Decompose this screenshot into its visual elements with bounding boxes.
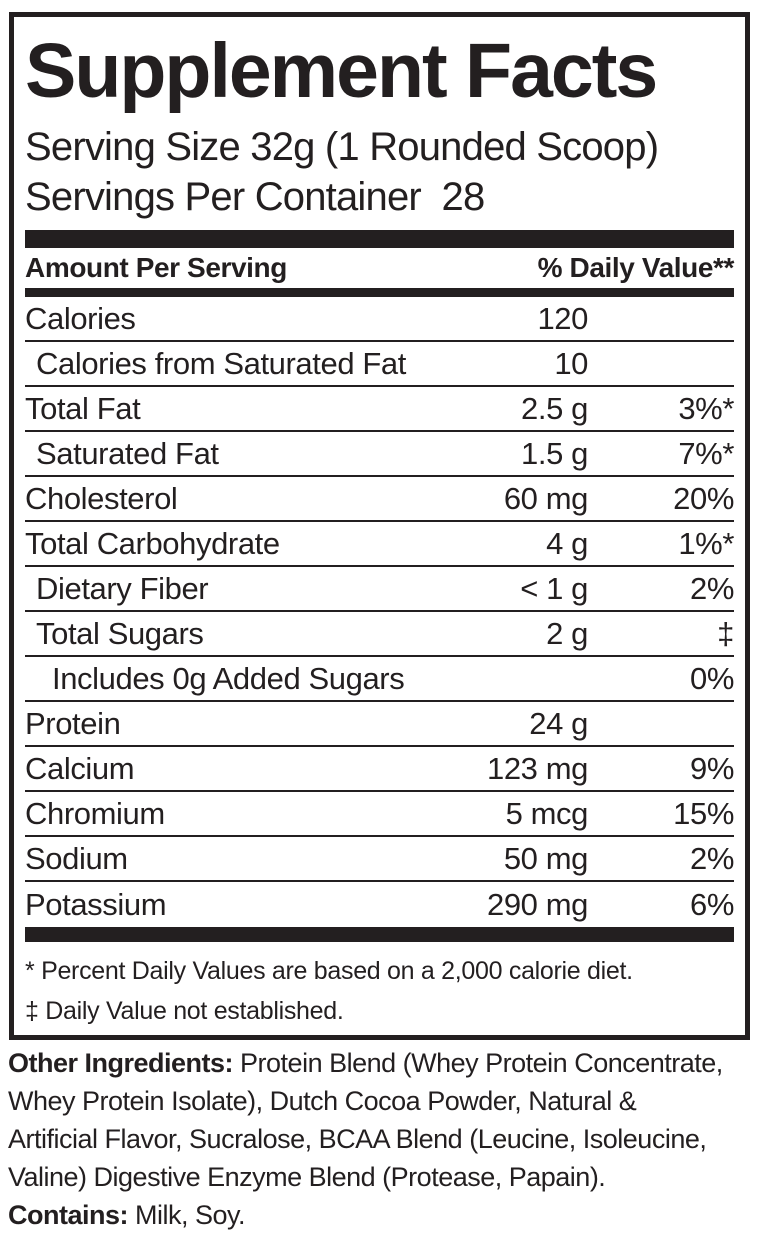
row-calories-from-saturated-fat: Calories from Saturated Fat 10 — [25, 342, 734, 388]
row-total-fat: Total Fat 2.5 g 3%* — [25, 387, 734, 433]
nutrient-name: Dietary Fiber — [36, 570, 209, 606]
nutrient-amount: 120 — [537, 300, 588, 336]
contains-text: Milk, Soy. — [128, 1200, 246, 1230]
nutrient-name: Calcium — [25, 750, 135, 786]
nutrient-daily-value: 2% — [689, 840, 734, 876]
nutrient-daily-value: ‡ — [717, 615, 734, 651]
nutrient-amount: 2.5 g — [521, 390, 588, 426]
row-total-carbohydrate: Total Carbohydrate 4 g 1%* — [25, 522, 734, 568]
contains-label: Contains: — [8, 1200, 129, 1230]
row-calcium: Calcium 123 mg 9% — [25, 747, 734, 793]
nutrient-amount: 24 g — [529, 705, 588, 741]
other-ingredients-line-4: Valine) Digestive Enzyme Blend (Protease… — [8, 1162, 606, 1192]
supplement-facts-panel: Supplement Facts Serving Size 32g (1 Rou… — [9, 12, 750, 1041]
nutrient-daily-value: 15% — [673, 795, 734, 831]
nutrient-name: Includes 0g Added Sugars — [52, 660, 405, 696]
nutrient-amount: 1.5 g — [521, 435, 588, 471]
other-ingredients-line-1: Other Ingredients: Protein Blend (Whey P… — [8, 1044, 762, 1082]
panel-title: Supplement Facts — [25, 28, 658, 114]
nutrient-name: Saturated Fat — [36, 435, 219, 471]
nutrient-daily-value: 0% — [689, 660, 734, 696]
row-dietary-fiber: Dietary Fiber < 1 g 2% — [25, 567, 734, 613]
footnotes: * Percent Daily Values are based on a 2,… — [25, 942, 734, 1035]
nutrient-name: Calories — [25, 300, 136, 336]
footnote-percent-daily-value: * Percent Daily Values are based on a 2,… — [25, 957, 633, 986]
nutrient-daily-value: 2% — [689, 570, 734, 606]
other-ingredients-line-2: Whey Protein Isolate), Dutch Cocoa Powde… — [8, 1086, 637, 1116]
nutrient-name: Total Carbohydrate — [25, 525, 280, 561]
nutrient-daily-value: 20% — [673, 480, 734, 516]
row-potassium: Potassium 290 mg 6% — [25, 882, 734, 927]
ingredients-section: Other Ingredients: Protein Blend (Whey P… — [8, 1044, 762, 1234]
column-header-row: Amount Per Serving % Daily Value** — [25, 248, 734, 288]
thick-rule-bottom — [25, 927, 734, 943]
other-ingredients-line-3: Artificial Flavor, Sucralose, BCAA Blend… — [8, 1124, 707, 1154]
nutrient-name: Cholesterol — [25, 480, 178, 516]
nutrient-amount: 4 g — [546, 525, 588, 561]
nutrient-amount: < 1 g — [520, 570, 588, 606]
nutrient-amount: 2 g — [546, 615, 588, 651]
row-protein: Protein 24 g — [25, 702, 734, 748]
nutrient-name: Potassium — [25, 886, 167, 922]
nutrient-name: Total Fat — [25, 390, 141, 426]
serving-size: Serving Size 32g (1 Rounded Scoop) — [25, 125, 659, 170]
nutrient-daily-value: 9% — [689, 750, 734, 786]
other-ingredients-label: Other Ingredients: — [8, 1048, 234, 1078]
row-cholesterol: Cholesterol 60 mg 20% — [25, 477, 734, 523]
nutrient-name: Protein — [25, 705, 121, 741]
nutrient-amount: 290 mg — [487, 886, 588, 922]
nutrient-amount: 5 mcg — [505, 795, 589, 831]
row-total-sugars: Total Sugars 2 g ‡ — [25, 612, 734, 658]
nutrient-daily-value: 3%* — [678, 390, 734, 426]
thick-rule-top — [25, 230, 734, 249]
amount-per-serving-header: Amount Per Serving — [25, 252, 287, 284]
row-added-sugars: Includes 0g Added Sugars 0% — [25, 657, 734, 703]
row-sodium: Sodium 50 mg 2% — [25, 837, 734, 883]
row-calories: Calories 120 — [25, 297, 734, 343]
nutrient-daily-value: 7%* — [678, 435, 734, 471]
nutrient-name: Total Sugars — [36, 615, 204, 651]
nutrient-name: Calories from Saturated Fat — [36, 345, 406, 381]
footnote-daily-value-not-established: ‡ Daily Value not established. — [25, 997, 344, 1026]
daily-value-header: % Daily Value** — [537, 252, 735, 284]
medium-rule-header — [25, 288, 734, 298]
other-ingredients-text-1: Protein Blend (Whey Protein Concentrate, — [233, 1048, 723, 1078]
servings-per-container: Servings Per Container 28 — [25, 175, 485, 220]
contains-statement: Contains: Milk, Soy. — [8, 1196, 762, 1234]
nutrient-daily-value: 6% — [689, 886, 734, 922]
nutrient-daily-value: 1%* — [678, 525, 734, 561]
row-chromium: Chromium 5 mcg 15% — [25, 792, 734, 838]
nutrient-amount: 60 mg — [503, 480, 589, 516]
nutrient-amount: 50 mg — [503, 840, 589, 876]
nutrient-amount: 10 — [554, 345, 588, 381]
nutrient-table: Calories 120 Calories from Saturated Fat… — [25, 297, 734, 927]
nutrient-name: Chromium — [25, 795, 165, 831]
nutrient-name: Sodium — [25, 840, 128, 876]
nutrient-amount: 123 mg — [487, 750, 588, 786]
row-saturated-fat: Saturated Fat 1.5 g 7%* — [25, 432, 734, 478]
